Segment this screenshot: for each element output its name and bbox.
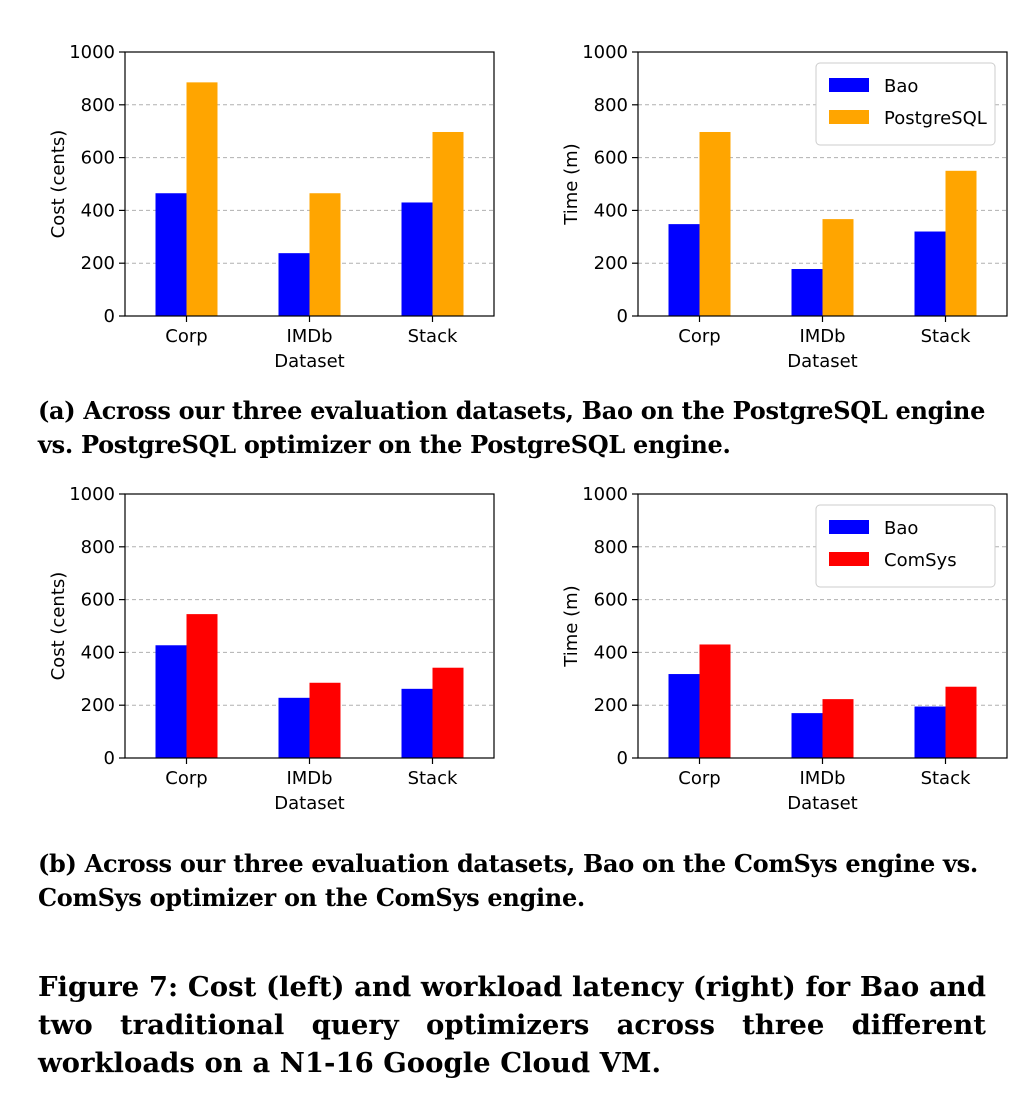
- bar-bao-corp: [155, 645, 187, 758]
- bar-comsys-imdb: [309, 682, 341, 758]
- bar-comsys-stack: [432, 667, 464, 758]
- x-tick-label-imdb: IMDb: [286, 768, 332, 789]
- y-tick-label: 0: [617, 748, 628, 769]
- y-tick-label: 600: [594, 148, 628, 169]
- y-tick-label: 400: [594, 642, 628, 663]
- x-tick-label-corp: Corp: [678, 768, 720, 789]
- y-tick-label: 600: [81, 590, 115, 611]
- y-axis-label: Time (m): [561, 143, 582, 225]
- y-axis-label: Cost (cents): [48, 130, 69, 239]
- bar-postgresql-corp: [186, 82, 218, 316]
- y-tick-label: 800: [594, 95, 628, 116]
- y-tick-label: 200: [81, 695, 115, 716]
- x-tick-label-corp: Corp: [165, 326, 207, 347]
- legend-swatch-bao: [829, 78, 869, 92]
- bar-bao-corp: [668, 674, 700, 758]
- chart-time-postgresql: 0 200 400 600 800 1000 Corp IMDb Stack Dataset Tim…: [561, 42, 1008, 372]
- bar-comsys-imdb: [822, 699, 854, 758]
- bar-bao-imdb: [791, 269, 823, 316]
- x-tick-label-stack: Stack: [408, 326, 458, 347]
- legend-swatch-postgresql: [829, 110, 869, 124]
- bar-comsys-corp: [699, 644, 731, 758]
- chart-cost-postgresql: 0 200 400 600 800 1000 Corp IMDb Stack Dataset Cos…: [48, 42, 495, 372]
- x-tick-label-imdb: IMDb: [286, 326, 332, 347]
- y-tick-label: 1000: [69, 42, 115, 63]
- y-tick-label: 400: [81, 642, 115, 663]
- x-tick-label-corp: Corp: [165, 768, 207, 789]
- y-tick-label: 400: [81, 200, 115, 221]
- bar-bao-corp: [668, 224, 700, 316]
- bar-comsys-corp: [186, 614, 218, 758]
- y-tick-label: 800: [81, 537, 115, 558]
- y-tick-label: 200: [594, 253, 628, 274]
- y-tick-label: 0: [104, 306, 115, 327]
- bar-postgresql-stack: [432, 131, 464, 316]
- y-tick-label: 200: [81, 253, 115, 274]
- x-tick-label-stack: Stack: [921, 768, 971, 789]
- legend: Bao ComSys: [815, 504, 996, 588]
- y-tick-label: 200: [594, 695, 628, 716]
- chart-time-comsys: 0 200 400 600 800 1000 Corp IMDb Stack Dataset Tim…: [561, 484, 1008, 814]
- subcaption-a: (a) Across our three evaluation datasets…: [38, 396, 986, 459]
- legend-label-comsys: ComSys: [884, 550, 957, 571]
- legend-swatch-comsys: [829, 552, 869, 566]
- bar-bao-imdb: [278, 697, 310, 758]
- bar-bao-stack: [914, 231, 946, 316]
- y-axis-label: Time (m): [561, 585, 582, 667]
- legend: Bao PostgreSQL: [815, 62, 996, 146]
- y-tick-label: 0: [617, 306, 628, 327]
- x-tick-label-imdb: IMDb: [799, 768, 845, 789]
- bar-postgresql-corp: [699, 131, 731, 316]
- figure-caption: Figure 7: Cost (left) and workload laten…: [38, 971, 986, 1079]
- bar-bao-stack: [401, 688, 433, 758]
- bar-comsys-stack: [945, 686, 977, 758]
- bar-bao-stack: [401, 202, 433, 316]
- x-axis-label: Dataset: [787, 793, 858, 814]
- y-tick-label: 800: [594, 537, 628, 558]
- bar-bao-imdb: [278, 253, 310, 316]
- x-axis-label: Dataset: [274, 351, 345, 372]
- bar-postgresql-stack: [945, 170, 977, 316]
- bar-bao-stack: [914, 706, 946, 758]
- x-tick-label-stack: Stack: [921, 326, 971, 347]
- bar-bao-corp: [155, 193, 187, 316]
- bar-postgresql-imdb: [309, 193, 341, 316]
- x-tick-label-stack: Stack: [408, 768, 458, 789]
- y-tick-label: 0: [104, 748, 115, 769]
- y-tick-label: 1000: [582, 42, 628, 63]
- x-tick-label-imdb: IMDb: [799, 326, 845, 347]
- y-tick-label: 600: [594, 590, 628, 611]
- subcaption-b: (b) Across our three evaluation datasets…: [38, 849, 978, 912]
- legend-label-bao: Bao: [884, 518, 918, 539]
- y-tick-label: 1000: [582, 484, 628, 505]
- y-tick-label: 600: [81, 148, 115, 169]
- y-tick-label: 400: [594, 200, 628, 221]
- y-tick-label: 800: [81, 95, 115, 116]
- legend-label-postgresql: PostgreSQL: [884, 108, 987, 129]
- x-axis-label: Dataset: [274, 793, 345, 814]
- x-tick-label-corp: Corp: [678, 326, 720, 347]
- y-tick-label: 1000: [69, 484, 115, 505]
- x-axis-label: Dataset: [787, 351, 858, 372]
- y-axis-label: Cost (cents): [48, 572, 69, 681]
- legend-swatch-bao: [829, 520, 869, 534]
- bar-bao-imdb: [791, 713, 823, 758]
- chart-cost-comsys: 0 200 400 600 800 1000 Corp IMDb Stack Dataset Cos…: [48, 484, 495, 814]
- legend-label-bao: Bao: [884, 76, 918, 97]
- bar-postgresql-imdb: [822, 219, 854, 316]
